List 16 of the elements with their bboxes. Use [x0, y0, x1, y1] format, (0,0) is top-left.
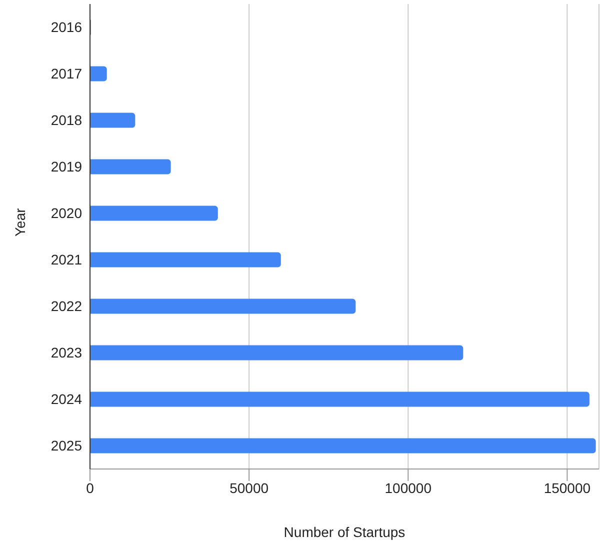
y-tick-label: 2020 [50, 205, 82, 222]
y-tick-label: 2022 [50, 298, 82, 314]
y-tick-label: 2018 [50, 112, 82, 128]
x-tick-label: 0 [86, 480, 94, 496]
y-axis-title: Year [12, 208, 28, 236]
x-axis-title: Number of Startups [284, 524, 406, 540]
y-tick-label: 2024 [50, 391, 82, 408]
y-tick-label: 2019 [50, 158, 82, 175]
y-tick-label: 2017 [50, 66, 82, 82]
y-tick-label: 2021 [50, 252, 82, 268]
x-tick-label: 150000 [544, 480, 591, 496]
x-tick-label: 50000 [230, 480, 269, 496]
y-tick-label: 2016 [50, 19, 82, 36]
x-tick-label: 100000 [384, 480, 432, 496]
y-tick-label: 2023 [50, 344, 82, 361]
y-tick-label: 2025 [50, 438, 82, 454]
